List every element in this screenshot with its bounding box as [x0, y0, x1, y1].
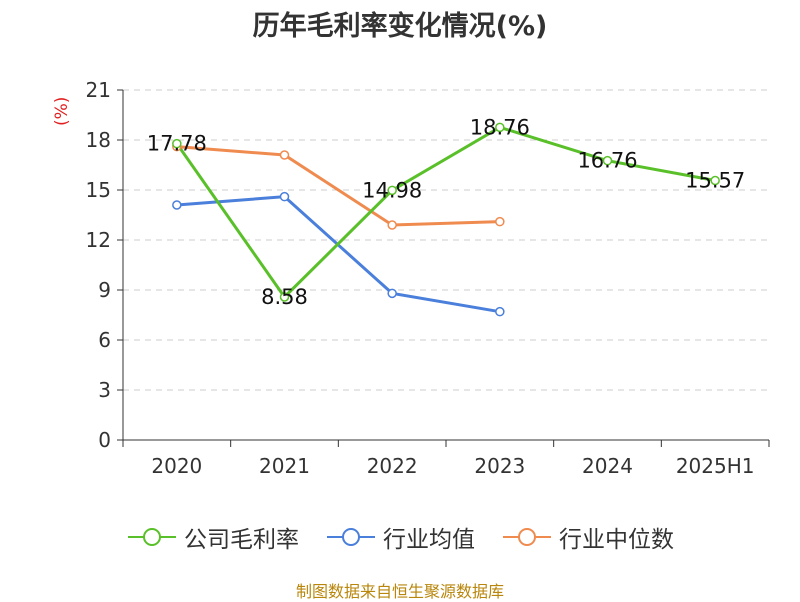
data-points [172, 122, 720, 317]
data-point [495, 216, 505, 227]
legend-marker-icon [128, 528, 176, 546]
data-point [279, 292, 290, 302]
data-point [279, 150, 290, 160]
tick-labels: 0 3 6 9 12 15 18 21 2020 2021 2022 2023 2024 2025H1 [86, 78, 755, 478]
data-point [387, 288, 397, 299]
data-point [495, 306, 505, 317]
legend-label: 行业中位数 [559, 527, 674, 553]
x-tick-label: 2020 [151, 454, 202, 478]
x-tick-label: 2025H1 [676, 454, 755, 478]
x-tick-label: 2023 [474, 454, 525, 478]
data-label: 14.98 [362, 178, 422, 202]
x-tick-label: 2022 [367, 454, 418, 478]
data-label: 17.78 [147, 132, 207, 156]
x-tick-label: 2021 [259, 454, 310, 478]
y-tick-label: 12 [86, 228, 111, 252]
axes [117, 89, 770, 447]
data-label: 16.76 [577, 149, 637, 173]
y-tick-label: 15 [86, 178, 111, 202]
data-point [710, 175, 720, 186]
y-tick-label: 21 [86, 78, 111, 102]
legend-marker-icon [503, 528, 551, 546]
y-tick-label: 0 [98, 428, 111, 452]
data-point [387, 220, 397, 230]
data-label: 15.57 [685, 169, 745, 193]
x-tick-label: 2024 [582, 454, 633, 478]
data-point [172, 138, 182, 149]
data-point [495, 122, 505, 133]
y-tick-label: 9 [98, 278, 111, 302]
source-note: 制图数据来自恒生聚源数据库 [295, 582, 504, 601]
legend-item-industry-median[interactable]: 行业中位数 [501, 520, 674, 554]
legend-marker-icon [327, 528, 375, 546]
data-labels: 17.78 8.58 14.98 18.76 16.76 15.57 [147, 115, 745, 309]
data-point [279, 191, 290, 202]
chart-title: 历年毛利率变化情况(%) [252, 11, 548, 42]
y-tick-label: 18 [86, 128, 111, 152]
legend: 公司毛利率 行业均值 行业中位数 [0, 520, 800, 554]
series-lines [175, 125, 716, 314]
grid-lines [123, 89, 769, 391]
series-line [175, 125, 716, 300]
y-tick-label: 6 [98, 328, 111, 352]
legend-label: 公司毛利率 [184, 527, 299, 553]
series-line [176, 145, 500, 227]
data-point [172, 200, 182, 210]
legend-item-company[interactable]: 公司毛利率 [126, 520, 299, 554]
data-point [602, 155, 613, 166]
y-tick-label: 3 [98, 378, 111, 402]
y-axis-unit: (%) [52, 96, 72, 126]
legend-item-industry-mean[interactable]: 行业均值 [325, 520, 475, 554]
legend-label: 行业均值 [383, 527, 475, 553]
data-label: 8.58 [261, 285, 308, 309]
data-point [387, 185, 397, 196]
data-label: 18.76 [470, 115, 530, 139]
